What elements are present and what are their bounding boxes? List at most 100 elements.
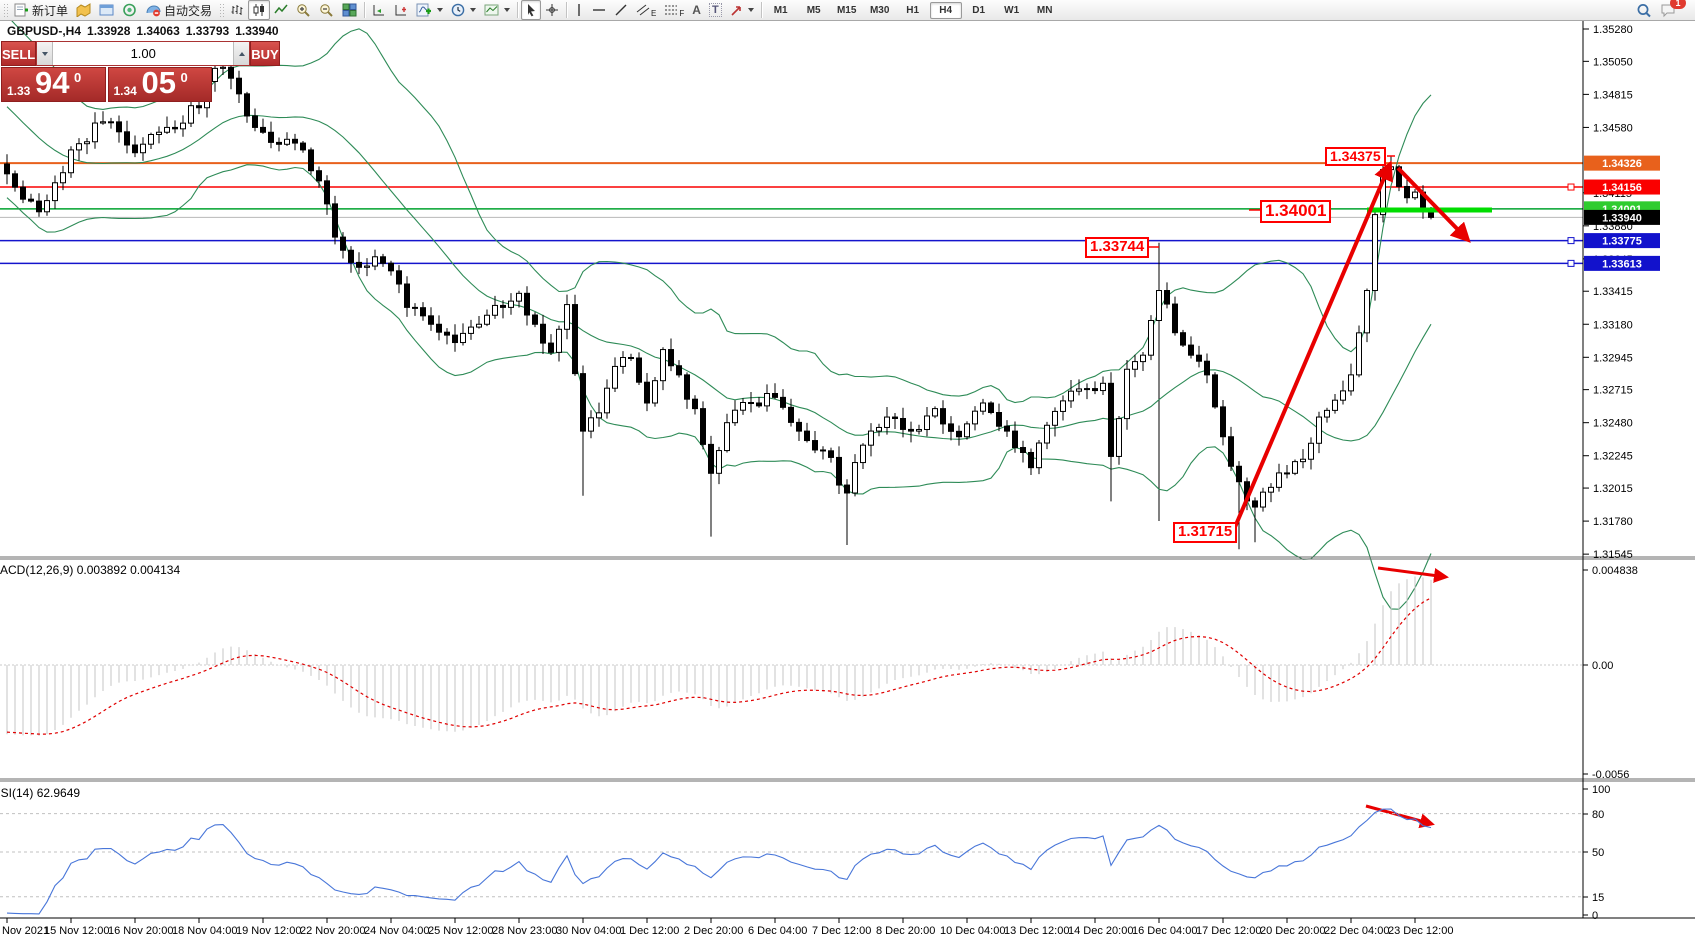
auto-scroll-button[interactable] xyxy=(368,0,390,20)
tf-button-M5[interactable]: M5 xyxy=(806,4,821,16)
time-tick-label[interactable]: 16 Nov 20:00 xyxy=(108,925,173,937)
candle-body xyxy=(436,323,442,333)
line-chart-button[interactable] xyxy=(270,0,292,20)
time-tick-label[interactable]: 17 Dec 12:00 xyxy=(1196,925,1261,937)
chart-ohlc-header: GBPUSD-,H4 1.33928 1.34063 1.33793 1.33940 xyxy=(7,24,285,38)
price-annotation[interactable]: 1.34375 xyxy=(1325,147,1386,167)
time-tick-label[interactable]: 16 Dec 04:00 xyxy=(1132,925,1197,937)
price-annotation[interactable]: 1.34001 xyxy=(1260,200,1332,223)
price-annotation[interactable]: 1.33744 xyxy=(1085,237,1150,258)
candle-body xyxy=(1268,486,1274,493)
fibonacci-button[interactable]: F xyxy=(660,0,688,20)
sell-price-small: 1.33 xyxy=(7,84,31,98)
time-tick-label[interactable]: 10 Dec 04:00 xyxy=(940,925,1005,937)
tf-button-D1[interactable]: D1 xyxy=(972,4,986,16)
time-tick-label[interactable]: 30 Nov 04:00 xyxy=(556,925,621,937)
tf-button-H1[interactable]: H1 xyxy=(906,4,920,16)
time-tick-label[interactable]: 15 Nov 12:00 xyxy=(44,925,109,937)
candle-body xyxy=(1132,361,1138,370)
time-tick-label[interactable]: 1 Dec 12:00 xyxy=(620,925,679,937)
search-button[interactable] xyxy=(1632,0,1656,20)
volume-decrease-button[interactable] xyxy=(37,42,54,65)
trend-arrow[interactable] xyxy=(1233,160,1393,528)
price-label-text: 1.33613 xyxy=(1602,258,1642,270)
trend-arrow[interactable] xyxy=(1396,166,1471,243)
time-tick-label[interactable]: 23 Dec 12:00 xyxy=(1388,925,1453,937)
price-annotation[interactable]: 1.31715 xyxy=(1173,522,1238,543)
trend-arrow[interactable] xyxy=(1365,804,1435,829)
time-tick-label[interactable]: 14 Dec 20:00 xyxy=(1068,925,1133,937)
volume-increase-button[interactable] xyxy=(233,42,250,65)
candle-body xyxy=(1220,406,1226,438)
time-tick-label[interactable]: 8 Dec 20:00 xyxy=(876,925,935,937)
trendline-button[interactable] xyxy=(610,0,632,20)
zoom-in-button[interactable] xyxy=(292,0,315,20)
candle-body xyxy=(1212,374,1218,408)
buy-price-display[interactable]: 1.34 05 0 xyxy=(107,65,212,102)
bar-chart-icon xyxy=(230,3,244,17)
time-tick-label[interactable]: 6 Dec 04:00 xyxy=(748,925,807,937)
time-tick-label[interactable]: 20 Dec 20:00 xyxy=(1260,925,1325,937)
toolbar-drag-handle[interactable] xyxy=(219,3,225,17)
tf-button-W1[interactable]: W1 xyxy=(1004,4,1020,16)
buy-button[interactable]: BUY xyxy=(250,41,280,66)
notifications-button[interactable]: 1 xyxy=(1656,0,1686,20)
templates-button[interactable] xyxy=(480,0,514,20)
zoom-out-button[interactable] xyxy=(315,0,338,20)
tf-button-M15[interactable]: M15 xyxy=(836,4,857,16)
line-drag-handle[interactable] xyxy=(1567,259,1575,267)
market-watch-button[interactable] xyxy=(95,0,118,20)
price-label-text: 1.34156 xyxy=(1602,182,1642,194)
cursor-button[interactable] xyxy=(521,0,542,20)
candle-body xyxy=(1036,442,1042,469)
sell-price-display[interactable]: 1.33 94 0 xyxy=(1,65,106,102)
rsi-line xyxy=(6,808,1432,915)
bar-chart-button[interactable] xyxy=(226,0,248,20)
candle-body xyxy=(876,426,882,432)
line-drag-handle[interactable] xyxy=(1567,183,1575,191)
tf-button-M1[interactable]: M1 xyxy=(773,4,788,16)
candle-body xyxy=(172,126,178,130)
add-indicator-button[interactable] xyxy=(412,0,447,20)
zoom-in-icon xyxy=(296,3,311,17)
navigator-button[interactable] xyxy=(118,0,141,20)
time-tick-label[interactable]: 22 Nov 20:00 xyxy=(300,925,365,937)
time-tick-label[interactable]: 18 Nov 04:00 xyxy=(172,925,237,937)
auto-trading-button[interactable]: 自动交易 xyxy=(141,0,216,20)
sell-price-big: 94 xyxy=(35,65,70,100)
crosshair-button[interactable] xyxy=(541,0,563,20)
time-tick-label[interactable]: Nov 2021 xyxy=(2,925,49,937)
tile-windows-button[interactable] xyxy=(338,0,361,20)
time-tick-label[interactable]: 25 Nov 12:00 xyxy=(428,925,493,937)
arrows-button[interactable] xyxy=(726,0,758,20)
time-tick-label[interactable]: 13 Dec 12:00 xyxy=(1004,925,1069,937)
tf-button-MN[interactable]: MN xyxy=(1036,4,1053,16)
time-tick-label[interactable]: 7 Dec 12:00 xyxy=(812,925,871,937)
time-tick-label[interactable]: 22 Dec 04:00 xyxy=(1324,925,1389,937)
vertical-line-button[interactable] xyxy=(570,0,588,20)
tf-button-H4[interactable]: H4 xyxy=(929,1,962,19)
chart-shift-button[interactable] xyxy=(390,0,412,20)
volume-input[interactable] xyxy=(53,42,234,65)
text-button[interactable]: A xyxy=(688,0,705,20)
candlestick-chart-button[interactable] xyxy=(248,0,271,20)
macd-signal-line xyxy=(6,597,1432,735)
time-tick-label[interactable]: 24 Nov 04:00 xyxy=(364,925,429,937)
time-tick-label[interactable]: 28 Nov 23:00 xyxy=(492,925,557,937)
time-tick-label[interactable]: 19 Nov 12:00 xyxy=(236,925,301,937)
sell-button[interactable]: SELL xyxy=(1,41,37,66)
time-tick-label[interactable]: 2 Dec 20:00 xyxy=(684,925,743,937)
periods-button[interactable] xyxy=(447,0,480,20)
tf-button-M30[interactable]: M30 xyxy=(869,4,890,16)
new-order-button[interactable]: 新订单 xyxy=(10,0,72,20)
line-drag-handle[interactable] xyxy=(1567,237,1575,245)
candle-body xyxy=(276,141,282,145)
horizontal-line-button[interactable] xyxy=(588,0,610,20)
chart-profiles-button[interactable] xyxy=(72,0,95,20)
toolbar-drag-handle[interactable] xyxy=(3,3,8,17)
trend-arrow[interactable] xyxy=(1377,566,1449,583)
equidistant-channel-button[interactable]: E xyxy=(632,0,660,20)
candle-body xyxy=(548,342,554,353)
text-label-button[interactable]: T xyxy=(705,0,726,20)
